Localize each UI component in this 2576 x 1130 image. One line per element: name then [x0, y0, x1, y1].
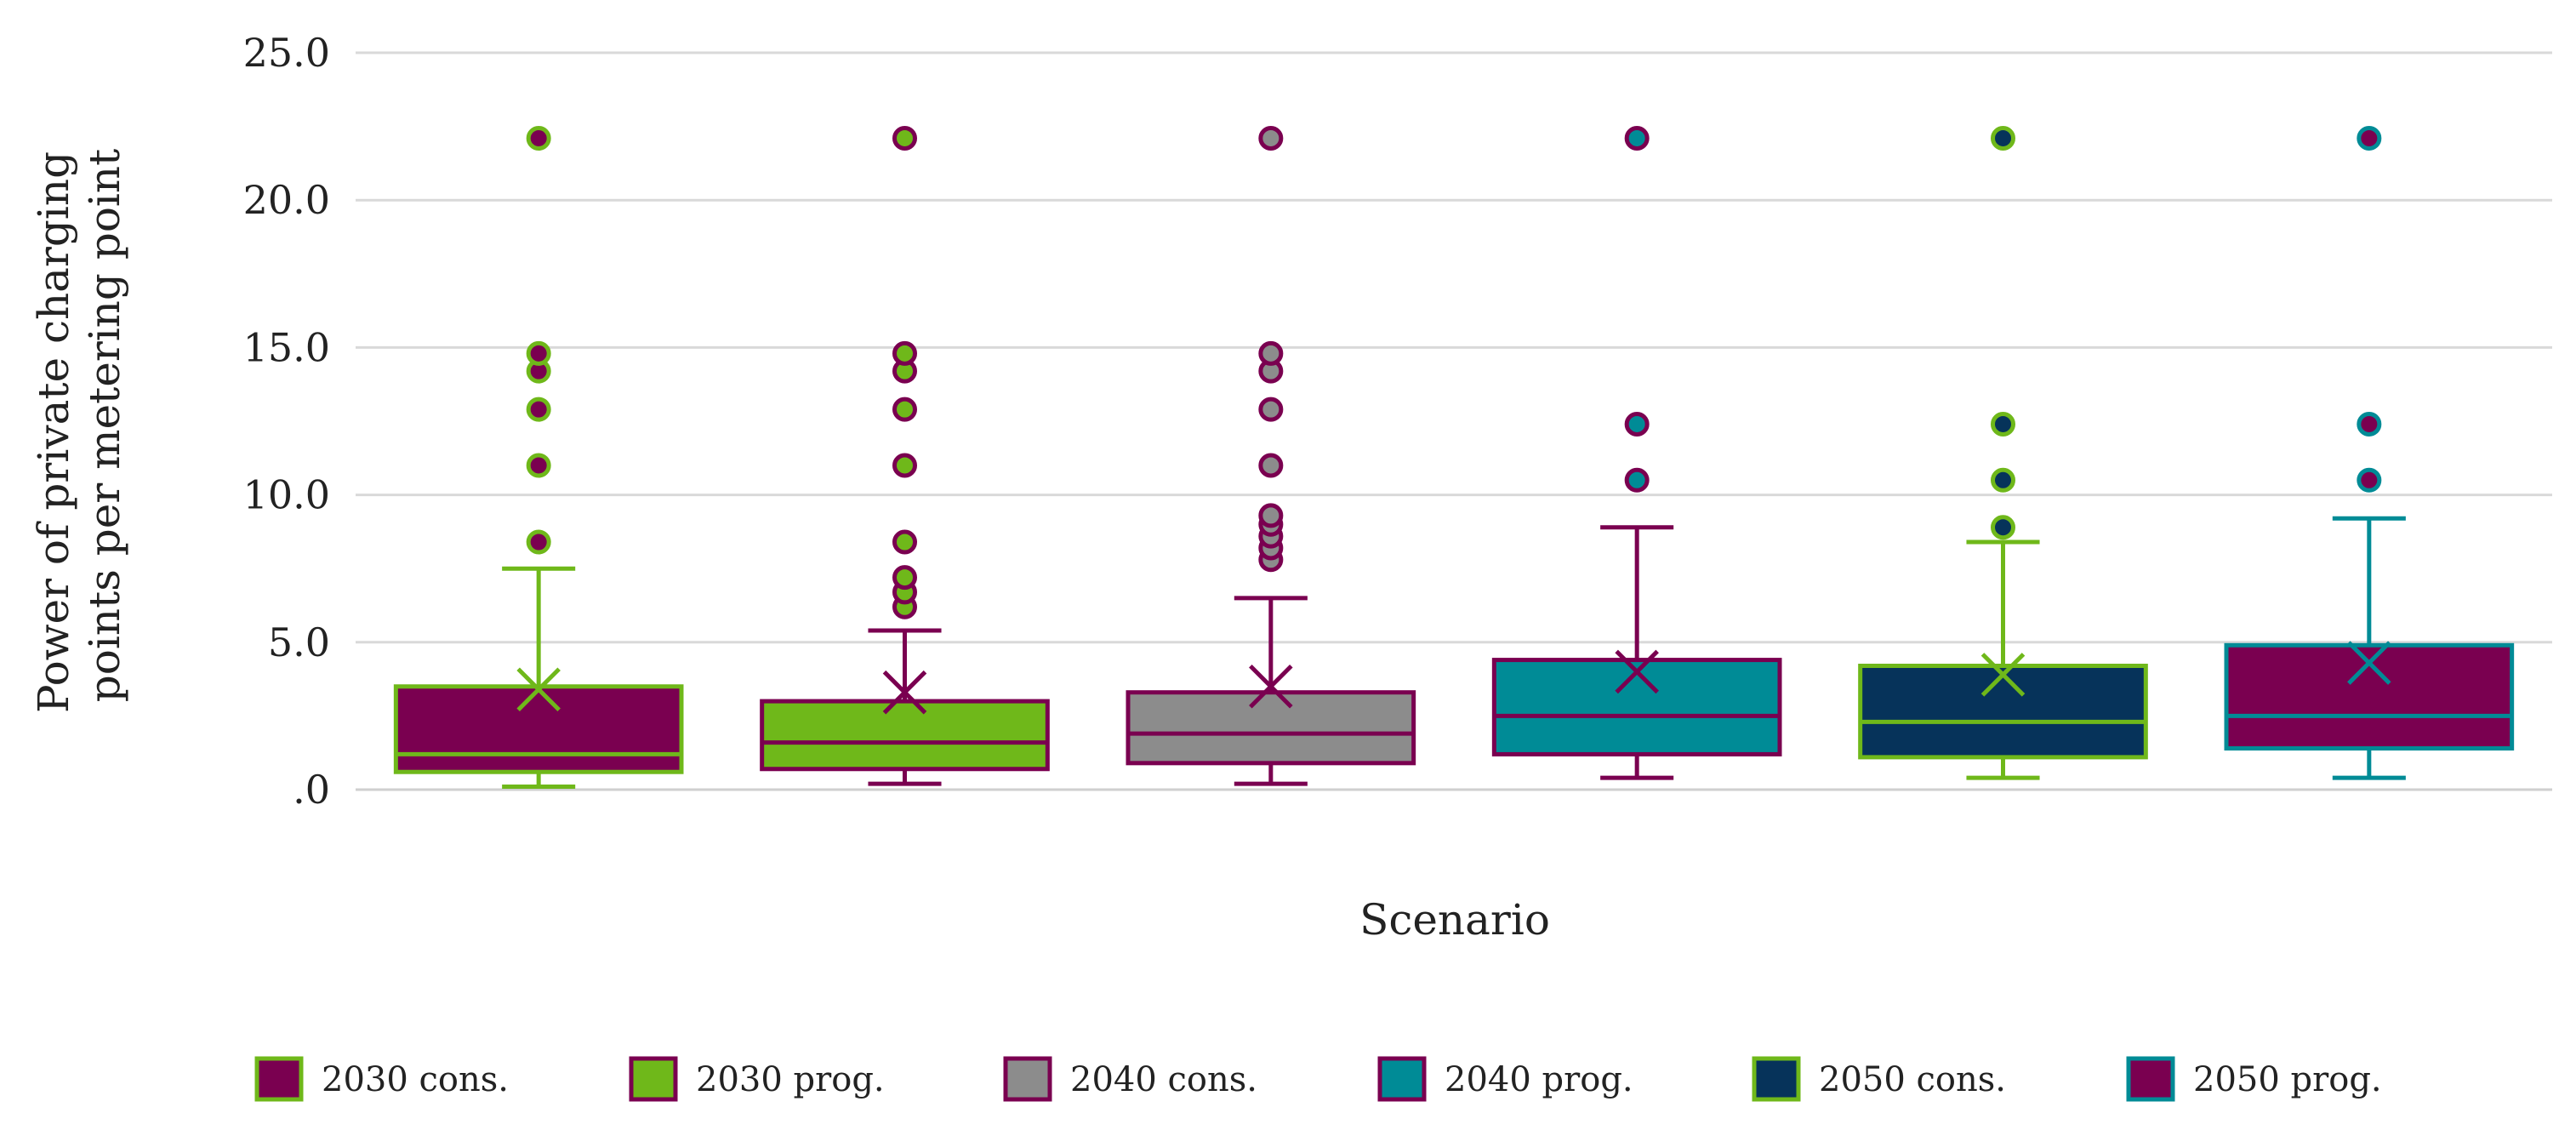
legend-label: 2030 cons.	[322, 1060, 509, 1099]
box-2050-cons	[1858, 125, 2148, 780]
outlier-point	[2357, 467, 2382, 493]
box-iqr	[1858, 664, 2148, 760]
legend-item: 2030 cons.	[254, 1056, 509, 1102]
legend-item: 2030 prog.	[629, 1056, 885, 1102]
legend-swatch	[1377, 1056, 1427, 1102]
mean-marker-stroke	[1249, 664, 1293, 709]
legend: 2030 cons. 2030 prog. 2040 cons. 2040 prog.…	[254, 1056, 2382, 1102]
y-axis-title-line-2: points per metering point	[80, 149, 129, 702]
outlier-point	[526, 125, 551, 151]
legend-label: 2040 prog.	[1445, 1060, 1633, 1099]
box-iqr	[1491, 658, 1782, 756]
legend-swatch	[1752, 1056, 1801, 1102]
outlier-point	[526, 453, 551, 478]
box-2050-prog	[2224, 125, 2515, 780]
outlier-point	[1624, 411, 1650, 437]
box-iqr	[760, 699, 1050, 772]
legend-item: 2050 cons.	[1752, 1056, 2006, 1102]
outlier-point	[2357, 125, 2382, 151]
legend-label: 2030 prog.	[696, 1060, 885, 1099]
y-tick-label: 20.0	[243, 177, 330, 223]
outlier-point	[1991, 411, 2015, 437]
outlier-point	[526, 397, 551, 422]
outlier-point	[1624, 467, 1650, 493]
mean-marker-stroke	[1980, 653, 2026, 697]
gridlines	[356, 51, 2552, 791]
outlier-point	[1258, 503, 1284, 528]
box-2030-prog	[760, 125, 1050, 786]
outlier-point	[1991, 125, 2015, 151]
y-tick-label: .0	[293, 767, 330, 813]
y-axis-title-line-1: Power of private charging	[29, 151, 78, 713]
legend-swatch	[2126, 1056, 2175, 1102]
x-axis-title: Scenario	[1359, 895, 1550, 945]
mean-marker	[2347, 641, 2391, 685]
box-series	[393, 125, 2515, 790]
outlier-point	[1258, 340, 1284, 366]
legend-swatch	[254, 1056, 304, 1102]
outlier-point	[1258, 453, 1284, 478]
legend-item: 2040 cons.	[1003, 1056, 1257, 1102]
mean-marker	[516, 667, 561, 711]
outlier-point	[1991, 515, 2015, 540]
y-axis-title: Power of private charging points per met…	[29, 138, 129, 713]
box-2030-cons	[393, 125, 684, 790]
legend-label: 2050 prog.	[2193, 1060, 2382, 1099]
outlier-point	[892, 125, 917, 151]
outlier-point	[526, 529, 551, 555]
outlier-point	[1624, 125, 1650, 151]
y-tick-label: 10.0	[243, 472, 330, 518]
outlier-point	[526, 340, 551, 366]
outlier-point	[1258, 125, 1284, 151]
outlier-point	[2357, 411, 2382, 437]
legend-label: 2050 cons.	[1819, 1060, 2006, 1099]
mean-marker-stroke	[1615, 649, 1659, 694]
mean-marker-stroke	[882, 670, 927, 715]
mean-marker	[1615, 649, 1659, 694]
box-2040-prog	[1491, 125, 1782, 780]
legend-item: 2040 prog.	[1377, 1056, 1633, 1102]
mean-marker	[1980, 653, 2026, 697]
outlier-point	[892, 529, 917, 555]
outlier-point	[892, 565, 917, 591]
legend-item: 2050 prog.	[2126, 1056, 2382, 1102]
y-tick-label: 15.0	[243, 324, 330, 370]
outlier-point	[892, 397, 917, 422]
legend-label: 2040 cons.	[1070, 1060, 1257, 1099]
y-tick-label: 25.0	[243, 30, 330, 76]
box-iqr	[393, 684, 684, 774]
legend-swatch	[1003, 1056, 1052, 1102]
outlier-point	[1258, 397, 1284, 422]
box-iqr	[1126, 690, 1416, 766]
y-tick-label: 5.0	[268, 619, 330, 665]
outlier-point	[892, 340, 917, 366]
box-2040-cons	[1126, 125, 1416, 786]
outlier-point	[892, 453, 917, 478]
mean-marker	[1249, 664, 1293, 709]
mean-marker-stroke	[2347, 641, 2391, 685]
mean-marker-stroke	[516, 667, 561, 711]
legend-swatch	[629, 1056, 678, 1102]
y-axis-tick-labels: .0 5.0 10.0 15.0 20.0 25.0	[243, 30, 330, 813]
mean-marker	[882, 670, 927, 715]
outlier-point	[1991, 467, 2015, 493]
